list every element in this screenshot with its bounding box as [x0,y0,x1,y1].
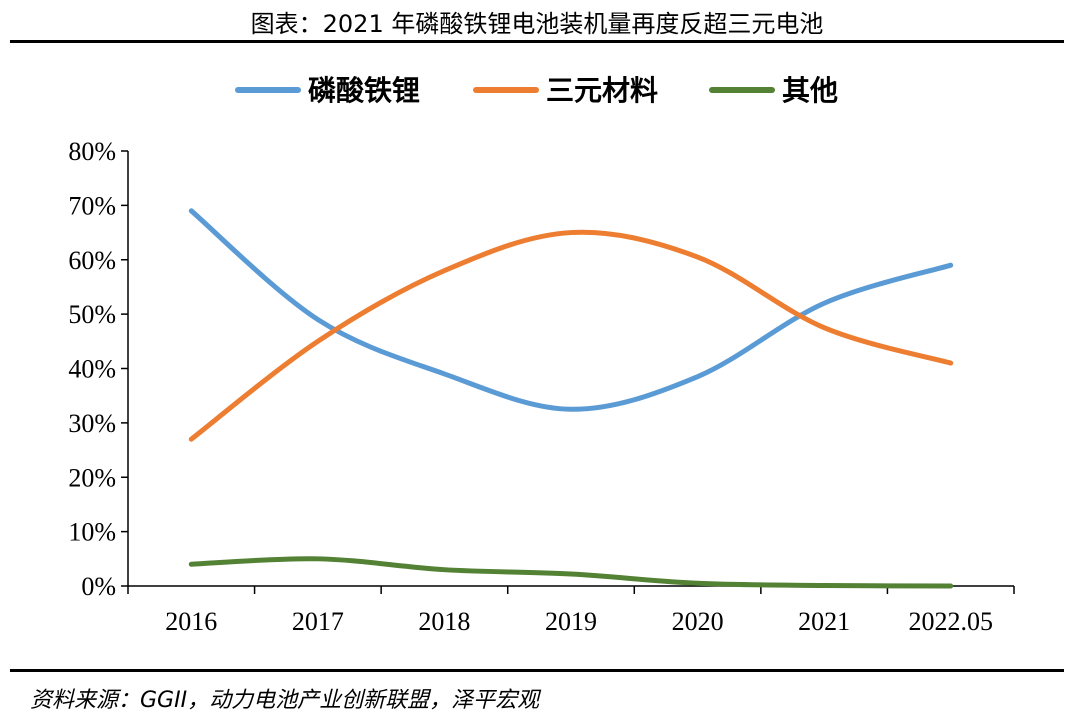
y-tick-label: 80% [68,137,116,166]
top-divider [10,40,1064,43]
chart-legend: 磷酸铁锂 三元材料 其他 [235,74,838,107]
x-tick-label: 2016 [165,607,217,636]
x-tick-label: 2021 [798,607,850,636]
y-tick-label: 50% [68,300,116,329]
y-tick-label: 30% [68,409,116,438]
y-tick-label: 70% [68,191,116,220]
x-tick-label: 2019 [545,607,597,636]
y-tick-label: 60% [68,246,116,275]
y-tick-label: 40% [68,355,116,384]
x-tick-label: 2022.05 [908,607,993,636]
y-axis: 0% 10% 20% 30% 40% 50% 60% 70% 80% [68,137,129,601]
series-line-1 [188,208,954,412]
x-tick-label: 2017 [292,607,344,636]
series-lines [188,208,954,589]
x-axis: 2016 2017 2018 2019 2020 2021 2022.05 [127,585,1015,636]
legend-label-1: 磷酸铁锂 [308,74,420,107]
legend-label-3: 其他 [782,74,838,107]
bottom-divider [10,669,1064,672]
y-tick-label: 10% [68,518,116,547]
x-tick-label: 2020 [672,607,724,636]
y-tick-label: 0% [81,572,116,601]
x-tick-label: 2018 [418,607,470,636]
y-tick-label: 20% [68,463,116,492]
legend-label-2: 三元材料 [546,74,658,107]
source-note: 资料来源：GGII，动力电池产业创新联盟，泽平宏观 [30,688,540,713]
page-title: 图表：2021 年磷酸铁锂电池装机量再度反超三元电池 [250,10,824,38]
series-line-3 [188,556,954,589]
series-line-2 [188,229,954,442]
